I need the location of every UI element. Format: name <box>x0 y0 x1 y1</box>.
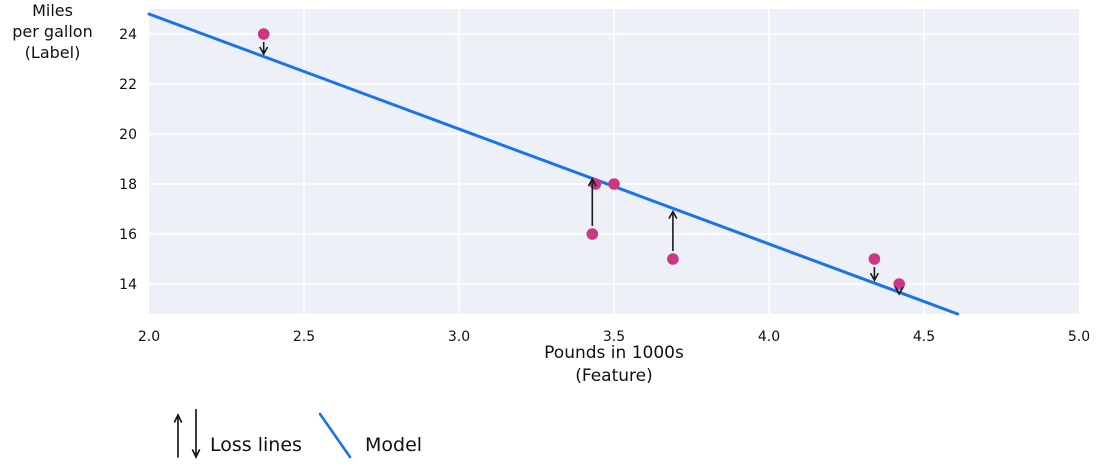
x-axis-title-line-2: (Feature) <box>575 366 653 386</box>
legend: Loss lines Model <box>163 404 503 466</box>
x-tick-label: 2.5 <box>293 329 315 345</box>
data-point <box>586 228 599 240</box>
model-line <box>147 12 960 316</box>
loss-arrow-head <box>870 272 879 282</box>
y-tick-label: 16 <box>119 227 137 243</box>
y-tick-label: 18 <box>119 177 137 193</box>
data-point <box>608 178 620 190</box>
x-tick-label: 4.0 <box>758 329 780 345</box>
legend-label-loss-lines: Loss lines <box>210 434 302 456</box>
loss-lines-icon <box>173 409 201 459</box>
x-tick-label: 2.0 <box>138 329 160 345</box>
x-tick-label: 3.5 <box>603 329 625 345</box>
x-tick-label: 5.0 <box>1068 329 1090 345</box>
y-tick-label: 24 <box>119 27 137 43</box>
data-point <box>667 253 679 265</box>
y-axis-title-line-2: per gallon <box>12 22 93 41</box>
x-tick-label: 3.0 <box>448 329 470 345</box>
y-axis-title-line-1: Miles <box>32 1 73 20</box>
loss-arrow-head <box>259 46 269 56</box>
loss-arrow-head <box>894 286 904 296</box>
loss-arrow-head <box>668 209 678 219</box>
x-axis-title-line-1: Pounds in 1000s <box>544 343 684 363</box>
data-point <box>868 253 881 265</box>
legend-label-model: Model <box>365 434 423 456</box>
y-axis-title: Miles per gallon (Label) <box>0 0 105 63</box>
y-axis-title-line-3: (Label) <box>24 43 81 62</box>
y-tick-label: 22 <box>119 77 137 93</box>
y-tick-label: 14 <box>119 277 137 293</box>
data-point <box>257 28 270 40</box>
data-point <box>893 278 905 290</box>
model-line-icon <box>318 412 352 459</box>
x-tick-label: 4.5 <box>913 329 935 345</box>
y-tick-label: 20 <box>119 127 137 143</box>
loss-arrow-head <box>587 177 597 187</box>
x-axis-title: Pounds in 1000s (Feature) <box>464 342 764 388</box>
